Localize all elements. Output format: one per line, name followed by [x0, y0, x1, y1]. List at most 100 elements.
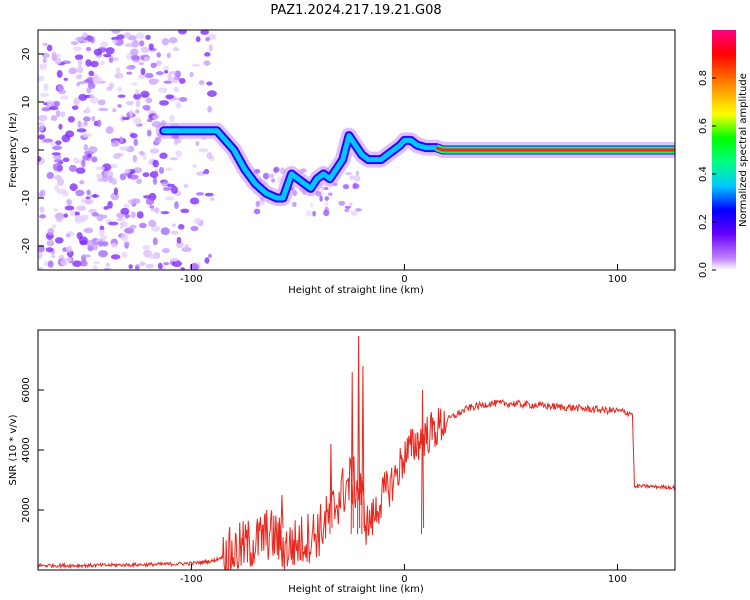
- noise-blob: [117, 94, 126, 98]
- noise-blob: [202, 170, 209, 175]
- noise-blob: [42, 57, 47, 64]
- noise-blob: [162, 248, 170, 254]
- noise-blob: [133, 138, 139, 146]
- noise-blob: [344, 208, 350, 213]
- x-tick-label: -100: [180, 574, 203, 585]
- noise-blob: [91, 115, 96, 122]
- noise-blob: [38, 126, 44, 132]
- noise-blob: [149, 148, 160, 154]
- noise-blob: [95, 238, 106, 242]
- noise-blob: [98, 240, 104, 247]
- noise-blob: [207, 90, 217, 98]
- noise-blob: [72, 260, 83, 267]
- noise-blob: [70, 41, 79, 46]
- noise-blob: [145, 97, 153, 104]
- noise-blob: [51, 254, 56, 259]
- noise-blob: [195, 36, 201, 43]
- noise-blob: [137, 74, 146, 80]
- noise-blob: [60, 111, 66, 118]
- noise-blob: [76, 205, 87, 211]
- noise-blob: [270, 178, 276, 183]
- noise-blob: [56, 53, 61, 58]
- noise-blob: [351, 210, 358, 217]
- colorbar-tick-label: 0.6: [698, 118, 709, 134]
- noise-blob: [171, 230, 179, 235]
- noise-blob: [150, 62, 157, 69]
- noise-blob: [86, 189, 91, 196]
- noise-blob: [85, 46, 92, 52]
- noise-blob: [74, 36, 84, 42]
- noise-blob: [203, 60, 211, 66]
- noise-blob: [169, 157, 179, 161]
- noise-blob: [83, 120, 88, 127]
- noise-blob: [103, 206, 109, 210]
- noise-blob: [112, 57, 119, 61]
- noise-blob: [142, 245, 151, 251]
- noise-blob: [273, 166, 280, 173]
- noise-blob: [124, 43, 134, 48]
- noise-blob: [39, 63, 48, 71]
- noise-blob: [76, 232, 83, 240]
- noise-blob: [145, 34, 151, 40]
- ridge-mid: [161, 128, 675, 201]
- snr-frame: [37, 329, 676, 571]
- noise-blob: [73, 46, 82, 52]
- snr-panel: -100 0 100 2000 4000 6000 Height of straight …: [8, 329, 676, 595]
- noise-blob: [345, 172, 353, 176]
- noise-blob: [85, 106, 91, 113]
- noise-blob: [171, 223, 177, 227]
- noise-blob: [111, 30, 121, 34]
- noise-blob: [112, 108, 117, 113]
- noise-blob: [148, 219, 157, 228]
- noise-blob: [133, 117, 142, 125]
- noise-blob: [152, 114, 159, 120]
- noise-blob: [54, 237, 64, 244]
- noise-blob: [125, 101, 134, 106]
- y-tick-label: 6000: [21, 377, 32, 402]
- noise-blob: [200, 30, 210, 35]
- ridge-band-red: [435, 146, 675, 152]
- noise-blob: [158, 166, 165, 175]
- noise-blob: [54, 184, 60, 192]
- noise-blob: [50, 115, 58, 122]
- noise-blob: [45, 247, 54, 253]
- noise-blob: [162, 65, 169, 71]
- noise-blob: [255, 200, 260, 208]
- noise-blob: [75, 167, 86, 174]
- y-tick-label: 2000: [21, 497, 32, 522]
- noise-blob: [190, 225, 199, 232]
- noise-blob: [46, 44, 53, 52]
- x-tick-label: 100: [608, 574, 627, 585]
- noise-blob: [51, 152, 62, 156]
- noise-blob: [96, 166, 106, 171]
- noise-blob: [56, 70, 63, 78]
- x-tick-label: 0: [401, 574, 407, 585]
- noise-blob: [198, 148, 209, 153]
- noise-blob: [152, 159, 159, 168]
- noise-blob: [46, 99, 52, 106]
- x-tick-label: 0: [401, 274, 407, 285]
- noise-blob: [38, 75, 45, 82]
- noise-blob: [46, 171, 55, 179]
- noise-blob: [135, 109, 140, 114]
- noise-blob: [74, 211, 80, 217]
- noise-blob: [353, 182, 358, 189]
- top-ylabel: Frequency (Hz): [8, 112, 19, 188]
- noise-blob: [131, 211, 136, 219]
- noise-blob: [342, 184, 350, 190]
- noise-blob: [123, 168, 131, 174]
- noise-blob: [155, 60, 162, 66]
- noise-blob: [83, 227, 94, 234]
- noise-blob: [167, 73, 172, 82]
- noise-blob: [165, 94, 174, 100]
- noise-blob: [38, 134, 45, 140]
- noise-blob: [92, 193, 98, 198]
- noise-blob: [178, 77, 186, 84]
- noise-blob: [149, 171, 159, 179]
- noise-blob: [79, 240, 88, 246]
- noise-blob: [142, 153, 147, 161]
- noise-blob: [338, 200, 346, 206]
- noise-blob: [209, 197, 215, 201]
- noise-blob: [110, 140, 119, 147]
